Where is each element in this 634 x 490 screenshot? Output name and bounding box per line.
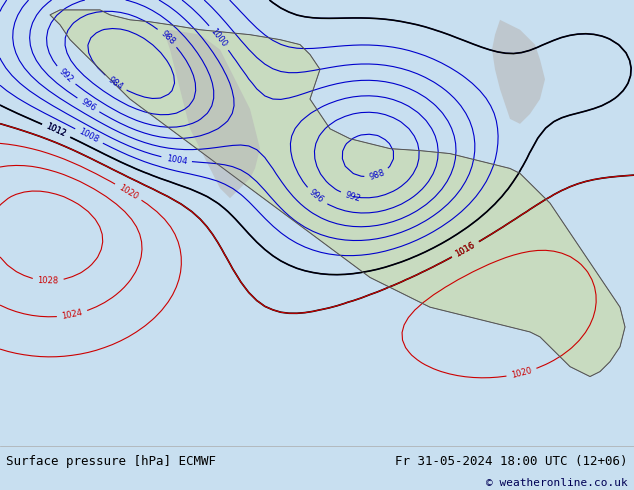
- Text: 1020: 1020: [117, 183, 139, 201]
- Text: 984: 984: [107, 75, 125, 91]
- Text: 1016: 1016: [454, 240, 477, 259]
- Text: 1008: 1008: [77, 127, 100, 145]
- Polygon shape: [50, 10, 625, 376]
- Text: 1004: 1004: [165, 153, 188, 166]
- Polygon shape: [165, 30, 260, 198]
- Text: 988: 988: [158, 29, 176, 47]
- Text: Surface pressure [hPa] ECMWF: Surface pressure [hPa] ECMWF: [6, 455, 216, 468]
- Text: 996: 996: [79, 97, 98, 113]
- Text: 1012: 1012: [45, 122, 68, 139]
- Text: 1016: 1016: [454, 240, 477, 259]
- Text: 996: 996: [307, 188, 326, 205]
- Text: 1000: 1000: [209, 27, 229, 49]
- Text: Fr 31-05-2024 18:00 UTC (12+06): Fr 31-05-2024 18:00 UTC (12+06): [395, 455, 628, 468]
- Text: 1012: 1012: [45, 122, 68, 139]
- Polygon shape: [492, 20, 545, 124]
- Text: 1020: 1020: [510, 366, 533, 380]
- Text: 992: 992: [344, 190, 362, 203]
- Text: 988: 988: [368, 169, 386, 182]
- Text: 992: 992: [57, 67, 75, 84]
- Text: 1028: 1028: [37, 276, 59, 285]
- Text: © weatheronline.co.uk: © weatheronline.co.uk: [486, 478, 628, 489]
- Text: 1024: 1024: [61, 308, 84, 321]
